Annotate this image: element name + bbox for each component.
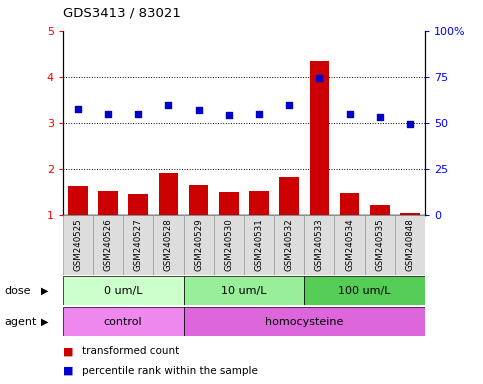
FancyBboxPatch shape <box>184 215 213 275</box>
Point <box>255 111 263 117</box>
Text: GSM240533: GSM240533 <box>315 218 324 271</box>
Text: ▶: ▶ <box>41 316 49 327</box>
Text: 0 um/L: 0 um/L <box>104 286 142 296</box>
FancyBboxPatch shape <box>184 276 304 305</box>
Text: GSM240525: GSM240525 <box>73 218 83 271</box>
Point <box>104 111 112 117</box>
Point <box>195 107 202 113</box>
FancyBboxPatch shape <box>184 307 425 336</box>
Bar <box>249 191 269 215</box>
Text: GSM240529: GSM240529 <box>194 218 203 271</box>
FancyBboxPatch shape <box>244 215 274 275</box>
Text: 100 um/L: 100 um/L <box>339 286 391 296</box>
Bar <box>219 192 239 215</box>
FancyBboxPatch shape <box>93 215 123 275</box>
Text: GSM240534: GSM240534 <box>345 218 354 271</box>
Bar <box>68 187 88 215</box>
Text: agent: agent <box>5 316 37 327</box>
FancyBboxPatch shape <box>63 307 184 336</box>
Text: percentile rank within the sample: percentile rank within the sample <box>82 366 258 376</box>
Bar <box>128 194 148 215</box>
Text: dose: dose <box>5 286 31 296</box>
Point <box>346 111 354 117</box>
Bar <box>340 193 359 215</box>
FancyBboxPatch shape <box>123 215 154 275</box>
Point <box>406 121 414 127</box>
Bar <box>400 213 420 215</box>
Text: GSM240530: GSM240530 <box>224 218 233 271</box>
Text: GDS3413 / 83021: GDS3413 / 83021 <box>63 6 181 19</box>
Text: GSM240532: GSM240532 <box>284 218 294 271</box>
Bar <box>279 177 299 215</box>
Text: GSM240848: GSM240848 <box>405 218 414 271</box>
Point <box>285 102 293 108</box>
Text: GSM240527: GSM240527 <box>134 218 143 271</box>
FancyBboxPatch shape <box>213 215 244 275</box>
Point <box>376 114 384 121</box>
FancyBboxPatch shape <box>63 276 184 305</box>
Text: GSM240526: GSM240526 <box>103 218 113 271</box>
Text: control: control <box>104 316 142 327</box>
Point <box>225 111 233 118</box>
Text: GSM240531: GSM240531 <box>255 218 264 271</box>
Bar <box>370 205 390 215</box>
Text: homocysteine: homocysteine <box>265 316 343 327</box>
Text: 10 um/L: 10 um/L <box>221 286 267 296</box>
FancyBboxPatch shape <box>365 215 395 275</box>
Point <box>74 106 82 112</box>
FancyBboxPatch shape <box>304 215 334 275</box>
Text: GSM240528: GSM240528 <box>164 218 173 271</box>
Text: ▶: ▶ <box>41 286 49 296</box>
Point <box>165 102 172 108</box>
Bar <box>158 173 178 215</box>
Text: ■: ■ <box>63 366 73 376</box>
Text: transformed count: transformed count <box>82 346 179 356</box>
Text: ■: ■ <box>63 346 73 356</box>
FancyBboxPatch shape <box>63 215 93 275</box>
FancyBboxPatch shape <box>334 215 365 275</box>
Bar <box>310 61 329 215</box>
Point <box>134 111 142 117</box>
FancyBboxPatch shape <box>304 276 425 305</box>
Bar <box>98 191 118 215</box>
Text: GSM240535: GSM240535 <box>375 218 384 271</box>
Bar <box>189 185 209 215</box>
FancyBboxPatch shape <box>154 215 184 275</box>
FancyBboxPatch shape <box>395 215 425 275</box>
Point <box>315 74 323 81</box>
FancyBboxPatch shape <box>274 215 304 275</box>
